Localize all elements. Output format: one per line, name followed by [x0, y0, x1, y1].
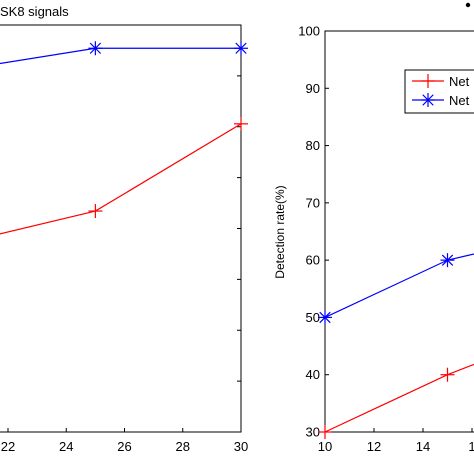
right-x-tick-label: 10	[318, 439, 332, 454]
right-y-tick-label: 60	[306, 253, 320, 268]
left-x-tick-label: 28	[176, 439, 190, 454]
right-y-tick-label: 70	[306, 195, 320, 210]
legend-label: Net	[449, 93, 470, 108]
left-data-point	[234, 41, 248, 56]
legend-label: Net	[449, 74, 470, 89]
right-data-point	[318, 425, 332, 439]
right-y-tick-label: 90	[306, 81, 320, 96]
right-y-axis-label: Detection rate(%)	[273, 185, 287, 278]
left-data-point	[88, 204, 103, 219]
cropped-title-fragment	[465, 2, 471, 8]
right-y-tick-label: 50	[306, 310, 320, 325]
right-y-tick-label: 80	[306, 138, 320, 153]
left-chart: SK8 signals 22 24 26 28 30	[0, 4, 248, 454]
left-data-point	[88, 41, 103, 56]
right-data-point	[440, 367, 455, 382]
right-plot-frame	[324, 30, 474, 433]
right-x-tick-label: 12	[367, 439, 381, 454]
right-x-tick-label: 14	[416, 439, 430, 454]
left-series-line	[0, 47, 241, 65]
right-legend: Net Net	[404, 69, 474, 114]
right-data-point	[440, 253, 455, 268]
legend-marker	[421, 74, 435, 88]
right-series-line	[324, 363, 474, 433]
right-x-tick-label: 1	[468, 439, 474, 454]
left-plot-frame	[0, 24, 242, 433]
left-x-tick-label: 24	[59, 439, 73, 454]
left-x-tick-label: 30	[234, 439, 248, 454]
left-x-tick-label: 22	[1, 439, 15, 454]
legend-box	[404, 69, 474, 114]
right-chart: 30 40 50 60 70 80 90 100 10 12 14 1 Detection rate(%…	[273, 2, 474, 454]
left-x-tick-label: 26	[117, 439, 131, 454]
right-y-tick-label: 100	[298, 24, 320, 39]
legend-marker	[421, 93, 435, 107]
left-data-point	[234, 116, 248, 131]
left-chart-title: SK8 signals	[0, 4, 69, 19]
right-series-line	[324, 253, 474, 318]
left-series-line	[0, 123, 242, 235]
right-y-tick-label: 40	[306, 367, 320, 382]
right-y-tick-label: 30	[306, 425, 320, 440]
right-data-point	[318, 310, 332, 325]
